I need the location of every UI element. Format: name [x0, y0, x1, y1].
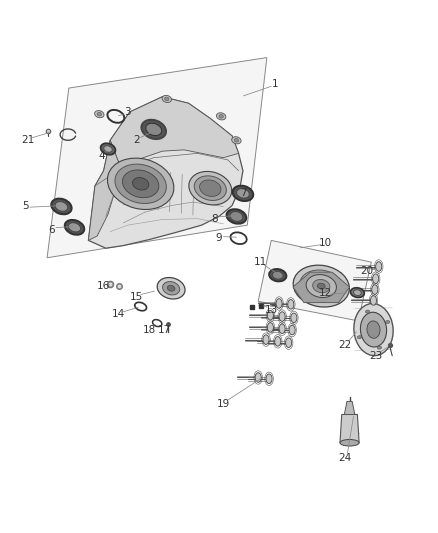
- Ellipse shape: [376, 262, 382, 271]
- Ellipse shape: [97, 112, 102, 116]
- Text: 9: 9: [215, 233, 223, 243]
- Polygon shape: [293, 272, 350, 303]
- Ellipse shape: [216, 113, 226, 120]
- Polygon shape: [258, 240, 371, 321]
- Ellipse shape: [269, 269, 286, 281]
- Text: 11: 11: [254, 257, 267, 267]
- Text: 14: 14: [112, 309, 126, 319]
- Ellipse shape: [219, 115, 223, 118]
- Ellipse shape: [293, 265, 350, 307]
- Ellipse shape: [288, 300, 294, 309]
- Ellipse shape: [95, 110, 104, 118]
- Ellipse shape: [372, 285, 378, 294]
- Text: 20: 20: [360, 266, 374, 276]
- Ellipse shape: [286, 338, 292, 348]
- Ellipse shape: [162, 95, 172, 102]
- Ellipse shape: [300, 270, 343, 302]
- Text: 3: 3: [124, 107, 131, 117]
- Text: 7: 7: [240, 188, 246, 198]
- Text: 15: 15: [130, 292, 143, 302]
- Polygon shape: [47, 58, 267, 258]
- Ellipse shape: [279, 324, 285, 334]
- Ellipse shape: [104, 146, 112, 152]
- Text: 19: 19: [217, 399, 230, 409]
- Ellipse shape: [373, 274, 379, 284]
- Text: 21: 21: [21, 135, 34, 146]
- Text: 17: 17: [158, 325, 171, 335]
- Ellipse shape: [267, 322, 273, 332]
- Ellipse shape: [365, 310, 370, 313]
- Text: 23: 23: [369, 351, 382, 361]
- Ellipse shape: [276, 298, 282, 308]
- Text: 24: 24: [339, 453, 352, 463]
- Polygon shape: [340, 415, 359, 443]
- Ellipse shape: [232, 136, 241, 144]
- Ellipse shape: [340, 440, 359, 446]
- Ellipse shape: [233, 185, 253, 201]
- Polygon shape: [88, 97, 243, 248]
- Text: 6: 6: [48, 224, 55, 235]
- Ellipse shape: [266, 374, 272, 384]
- Ellipse shape: [230, 212, 243, 221]
- Text: 18: 18: [143, 325, 156, 335]
- Text: 4: 4: [98, 150, 105, 160]
- Ellipse shape: [157, 278, 185, 299]
- Ellipse shape: [165, 97, 169, 101]
- Ellipse shape: [226, 209, 246, 224]
- Ellipse shape: [167, 285, 175, 291]
- Ellipse shape: [115, 164, 166, 204]
- Ellipse shape: [133, 177, 149, 190]
- Ellipse shape: [162, 281, 180, 295]
- Text: 8: 8: [212, 214, 218, 224]
- Ellipse shape: [267, 310, 273, 320]
- Text: 2: 2: [133, 135, 140, 146]
- Ellipse shape: [123, 170, 159, 198]
- Ellipse shape: [354, 303, 393, 356]
- Text: 22: 22: [339, 340, 352, 350]
- Ellipse shape: [55, 201, 68, 211]
- Ellipse shape: [65, 220, 84, 235]
- Ellipse shape: [313, 279, 330, 293]
- Ellipse shape: [350, 288, 364, 297]
- Ellipse shape: [377, 346, 381, 349]
- Polygon shape: [88, 140, 121, 240]
- Text: 13: 13: [265, 305, 278, 315]
- Text: 16: 16: [97, 281, 110, 291]
- Ellipse shape: [306, 274, 336, 297]
- Text: 1: 1: [272, 79, 279, 88]
- Ellipse shape: [289, 325, 295, 335]
- Ellipse shape: [272, 271, 283, 279]
- Ellipse shape: [357, 336, 362, 339]
- Text: 5: 5: [22, 200, 28, 211]
- Ellipse shape: [255, 373, 261, 382]
- Polygon shape: [344, 401, 355, 415]
- Ellipse shape: [234, 139, 239, 142]
- Ellipse shape: [279, 312, 285, 321]
- Ellipse shape: [237, 189, 249, 198]
- Ellipse shape: [200, 180, 221, 197]
- Ellipse shape: [318, 283, 325, 289]
- Ellipse shape: [291, 313, 297, 322]
- Ellipse shape: [194, 176, 226, 200]
- Ellipse shape: [51, 199, 71, 214]
- Ellipse shape: [101, 143, 116, 155]
- Ellipse shape: [189, 172, 232, 205]
- Ellipse shape: [263, 335, 269, 344]
- Ellipse shape: [68, 223, 81, 232]
- Ellipse shape: [141, 120, 166, 139]
- Ellipse shape: [146, 123, 162, 135]
- Text: 12: 12: [319, 288, 332, 297]
- Ellipse shape: [107, 158, 174, 209]
- Ellipse shape: [353, 290, 361, 295]
- Ellipse shape: [367, 321, 380, 338]
- Ellipse shape: [371, 296, 377, 305]
- Text: 10: 10: [319, 238, 332, 247]
- Polygon shape: [110, 97, 239, 168]
- Ellipse shape: [360, 312, 387, 347]
- Ellipse shape: [275, 336, 281, 346]
- Ellipse shape: [385, 320, 390, 324]
